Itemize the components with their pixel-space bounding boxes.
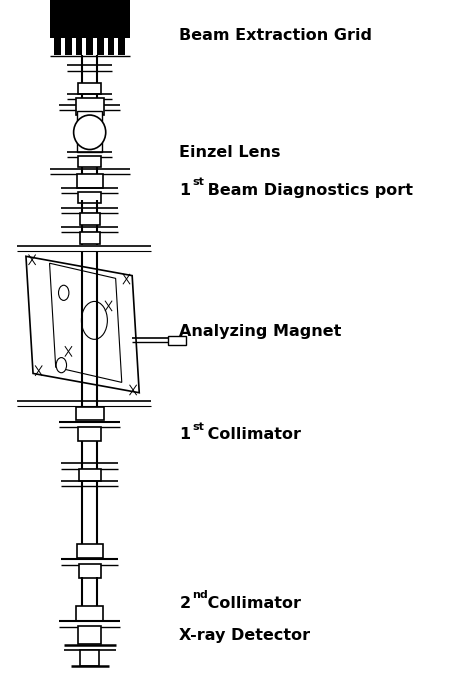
Bar	[79, 469, 101, 481]
Bar	[80, 232, 100, 244]
Text: 1: 1	[179, 183, 191, 198]
Bar	[76, 606, 103, 621]
Bar	[65, 36, 72, 55]
Text: st: st	[193, 177, 204, 187]
Text: 2: 2	[179, 596, 191, 611]
Bar	[78, 83, 101, 94]
Bar	[79, 564, 101, 578]
Text: st: st	[193, 422, 204, 432]
Bar	[54, 36, 61, 55]
Bar	[76, 98, 104, 116]
Text: nd: nd	[193, 590, 208, 601]
Ellipse shape	[59, 285, 69, 300]
Ellipse shape	[56, 358, 67, 373]
Text: Einzel Lens: Einzel Lens	[179, 145, 281, 160]
Bar	[80, 213, 100, 225]
Bar	[78, 626, 101, 644]
Bar	[78, 192, 101, 203]
Bar	[78, 427, 101, 441]
Polygon shape	[50, 263, 122, 382]
Text: X-ray Detector: X-ray Detector	[179, 628, 311, 644]
Bar	[76, 36, 82, 55]
Text: Collimator: Collimator	[202, 596, 301, 611]
Bar	[76, 544, 103, 558]
Bar	[97, 36, 104, 55]
Text: 1: 1	[179, 427, 191, 442]
Bar	[76, 407, 104, 420]
Bar	[78, 156, 101, 167]
Bar	[76, 174, 103, 188]
Polygon shape	[26, 256, 139, 393]
Text: Beam Extraction Grid: Beam Extraction Grid	[179, 28, 372, 43]
Ellipse shape	[82, 302, 108, 339]
Bar	[77, 110, 102, 121]
Bar	[50, 0, 130, 38]
Text: Analyzing Magnet: Analyzing Magnet	[179, 324, 342, 339]
Text: Beam Diagnostics port: Beam Diagnostics port	[202, 183, 413, 198]
Text: Collimator: Collimator	[202, 427, 301, 442]
Ellipse shape	[74, 115, 106, 150]
Bar	[168, 336, 186, 345]
Bar	[86, 36, 93, 55]
Bar	[108, 36, 114, 55]
Bar	[77, 141, 102, 152]
Bar	[80, 650, 99, 666]
Bar	[118, 36, 125, 55]
